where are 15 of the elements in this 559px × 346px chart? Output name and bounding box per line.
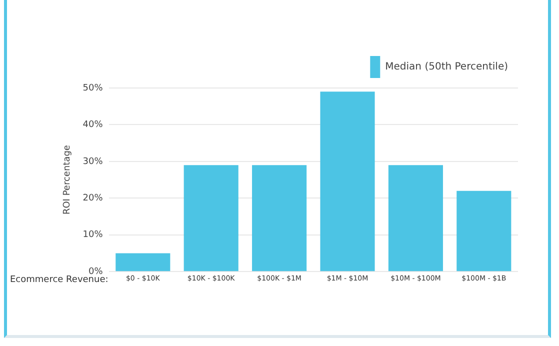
y-axis-title: ROI Percentage: [62, 144, 73, 215]
y-tick-label: 20%: [82, 194, 104, 204]
bar: [456, 190, 512, 272]
x-axis-title: Ecommerce Revenue:: [10, 274, 108, 285]
y-tick-label: 0%: [88, 266, 104, 277]
bar: [184, 165, 238, 272]
bar: [388, 165, 443, 272]
bar: [320, 92, 375, 272]
y-tick-label: 40%: [82, 120, 104, 130]
y-tick-label: 50%: [82, 83, 104, 94]
y-tick-label: 30%: [82, 156, 104, 167]
bar: [116, 253, 170, 272]
legend-label: Median (50th Percentile): [385, 62, 508, 73]
y-tick-label: 10%: [82, 230, 104, 240]
bar: [252, 165, 307, 272]
